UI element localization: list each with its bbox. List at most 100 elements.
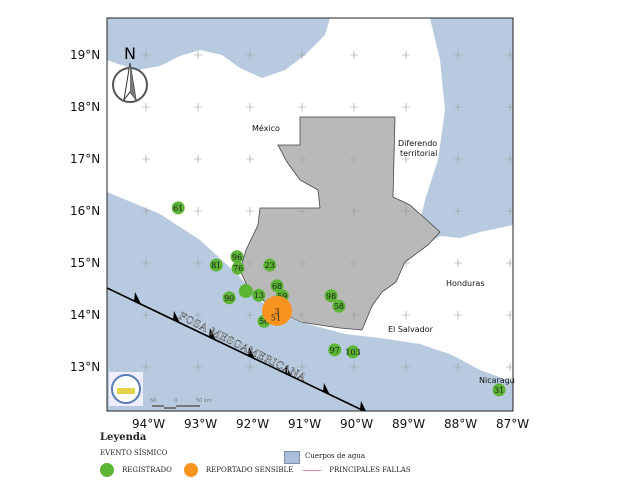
event-label: 103 <box>345 348 360 357</box>
graticule-cross <box>142 259 150 267</box>
event-label: 58 <box>334 302 344 311</box>
graticule-cross <box>246 363 254 371</box>
event-label: 3 <box>274 307 279 316</box>
graticule-cross <box>454 155 462 163</box>
graticule-cross <box>298 155 306 163</box>
graticule-cross <box>194 207 202 215</box>
event-marker-registrado[interactable] <box>328 343 342 357</box>
trench-tooth <box>173 311 180 323</box>
event-label: 13 <box>254 291 264 300</box>
trench-tooth <box>134 292 141 304</box>
graticule-cross <box>246 311 254 319</box>
lat-tick-label: 15°N <box>70 256 100 270</box>
trench-line <box>107 287 363 411</box>
event-marker-registrado[interactable] <box>238 284 253 299</box>
water-swatch <box>284 451 300 464</box>
event-marker-sensible[interactable] <box>262 295 293 326</box>
graticule-cross <box>454 207 462 215</box>
graticule-cross <box>298 51 306 59</box>
graticule-cross <box>298 311 306 319</box>
trench-tooth <box>248 347 255 359</box>
graticule-cross <box>402 103 410 111</box>
graticule-cross <box>246 51 254 59</box>
event-marker-registrado[interactable] <box>270 279 284 293</box>
graticule-cross <box>194 311 202 319</box>
event-marker-registrado[interactable] <box>252 288 266 302</box>
label-territorial: territorial <box>400 149 437 158</box>
event-marker-registrado[interactable] <box>492 383 506 397</box>
graticule-cross <box>402 155 410 163</box>
event-label: 90 <box>224 294 234 303</box>
event-label: 61 <box>173 204 183 213</box>
lat-tick-label: 18°N <box>70 100 100 114</box>
legend-registrado: REGISTRADO <box>122 466 172 474</box>
lat-tick-label: 14°N <box>70 308 100 322</box>
lat-tick-label: 17°N <box>70 152 100 166</box>
label-honduras: Honduras <box>446 279 485 288</box>
lon-tick-label: 91°W <box>288 417 321 431</box>
event-marker-registrado[interactable] <box>230 250 244 264</box>
lat-tick-label: 16°N <box>70 204 100 218</box>
graticule-cross <box>454 103 462 111</box>
lat-tick-label: 19°N <box>70 48 100 62</box>
sensible-swatch <box>183 463 198 477</box>
graticule-cross <box>142 363 150 371</box>
event-marker-registrado[interactable] <box>171 201 185 215</box>
label-el-salvador: El Salvador <box>388 325 434 334</box>
graticule-cross <box>298 103 306 111</box>
label-mexico: México <box>252 123 280 133</box>
graticule-cross <box>142 155 150 163</box>
event-label: 59 <box>277 292 287 301</box>
graticule-cross <box>298 207 306 215</box>
event-marker-registrado[interactable] <box>324 289 338 303</box>
event-label: 76 <box>233 264 243 273</box>
event-marker-registrado[interactable] <box>222 291 236 305</box>
scale-right: 50 km <box>196 398 212 404</box>
trench-tooth <box>360 401 366 411</box>
gulf-of-mexico <box>107 18 330 78</box>
graticule-cross <box>246 155 254 163</box>
graticule-cross <box>350 103 358 111</box>
lon-tick-label: 93°W <box>184 417 217 431</box>
caribbean-sea <box>418 18 513 244</box>
north-label: N <box>124 44 136 63</box>
graticule-cross <box>246 103 254 111</box>
graticule-cross <box>142 51 150 59</box>
graticule-cross <box>454 363 462 371</box>
legend-faults: PRINCIPALES FALLAS <box>329 466 411 474</box>
legend-title: Leyenda <box>100 432 147 443</box>
event-marker-registrado[interactable] <box>263 258 277 272</box>
graticule-cross <box>350 207 358 215</box>
north-arrow: N <box>112 44 148 103</box>
event-label: 97 <box>330 346 340 355</box>
graticule-cross <box>402 51 410 59</box>
graticule-cross <box>350 155 358 163</box>
graticule-cross <box>350 363 358 371</box>
legend-water: Cuerpos de agua <box>305 452 366 460</box>
pacific-ocean <box>107 192 513 411</box>
graticule-cross <box>142 311 150 319</box>
event-marker-registrado[interactable] <box>209 258 223 272</box>
label-nicaragua: Nicaragu <box>479 376 515 385</box>
event-marker-registrado[interactable] <box>332 299 346 313</box>
graticule-cross <box>298 363 306 371</box>
event-marker-registrado[interactable] <box>346 345 360 359</box>
trench-tooth <box>209 328 216 340</box>
event-label: 98 <box>326 292 336 301</box>
graticule-cross <box>454 311 462 319</box>
institution-logo <box>109 372 143 406</box>
trench-tooth <box>323 383 330 395</box>
scale-mid: 0 <box>174 398 177 404</box>
event-label: 23 <box>265 261 275 270</box>
graticule-cross <box>402 311 410 319</box>
graticule-cross <box>246 259 254 267</box>
graticule-cross <box>142 103 150 111</box>
event-marker-registrado[interactable] <box>231 261 245 275</box>
lon-tick-label: 92°W <box>236 417 269 431</box>
graticule-cross <box>350 311 358 319</box>
event-label: 81 <box>211 261 221 270</box>
lon-tick-label: 90°W <box>340 417 373 431</box>
event-label: 31 <box>494 386 504 395</box>
graticule-cross <box>402 363 410 371</box>
graticule-cross <box>454 259 462 267</box>
